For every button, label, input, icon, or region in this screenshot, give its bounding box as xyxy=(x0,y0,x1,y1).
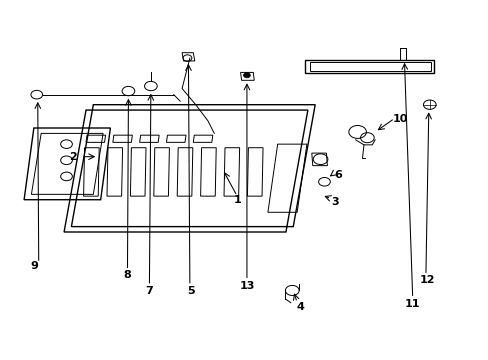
Text: 6: 6 xyxy=(333,170,342,180)
Text: 7: 7 xyxy=(145,286,153,296)
Text: 12: 12 xyxy=(419,275,434,285)
Circle shape xyxy=(243,73,250,78)
Text: 3: 3 xyxy=(330,197,338,207)
Text: 13: 13 xyxy=(239,281,254,291)
Text: 11: 11 xyxy=(404,299,420,309)
Text: 5: 5 xyxy=(187,286,194,296)
Text: 8: 8 xyxy=(123,270,131,280)
Text: 4: 4 xyxy=(296,302,304,312)
Text: 9: 9 xyxy=(30,261,38,271)
Text: 1: 1 xyxy=(233,195,241,205)
Text: 10: 10 xyxy=(392,114,407,124)
Text: 2: 2 xyxy=(69,152,77,162)
